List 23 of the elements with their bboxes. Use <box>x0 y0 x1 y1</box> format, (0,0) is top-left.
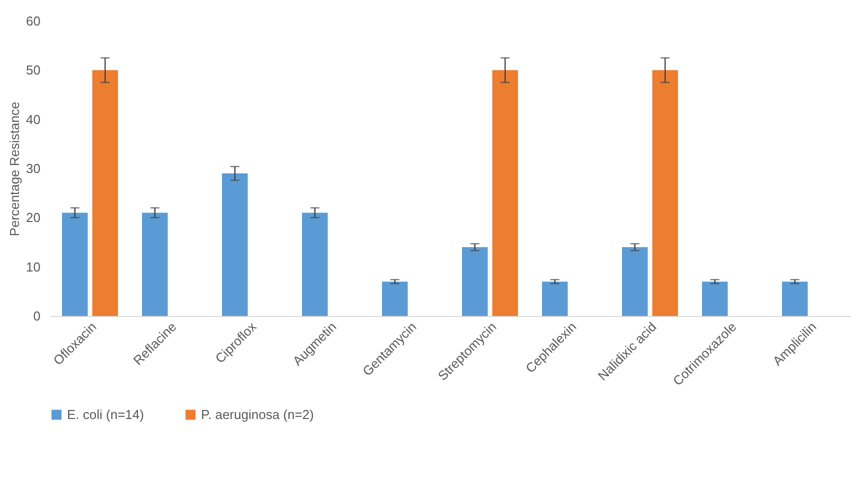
bar <box>622 247 648 316</box>
bar <box>542 282 568 316</box>
bar <box>382 282 408 316</box>
legend-label: P. aeruginosa (n=2) <box>201 406 314 422</box>
bar <box>782 282 808 316</box>
bar <box>492 70 518 316</box>
legend-label: E. coli (n=14) <box>67 406 144 422</box>
y-tick-label: 30 <box>26 161 40 176</box>
bar <box>222 173 248 316</box>
y-tick-label: 0 <box>33 308 40 324</box>
bar <box>62 212 88 316</box>
y-tick-label: 50 <box>26 62 40 78</box>
bar <box>92 70 118 316</box>
y-axis-title: Percentage Resistance <box>7 102 22 236</box>
bar <box>142 212 168 316</box>
bar <box>652 70 678 316</box>
bar <box>302 212 328 316</box>
y-tick-label: 40 <box>26 112 40 127</box>
y-tick-label: 20 <box>26 210 40 226</box>
y-tick-label: 60 <box>26 14 40 28</box>
bar <box>702 282 728 316</box>
y-tick-label: 10 <box>26 259 40 274</box>
bar <box>462 247 488 316</box>
